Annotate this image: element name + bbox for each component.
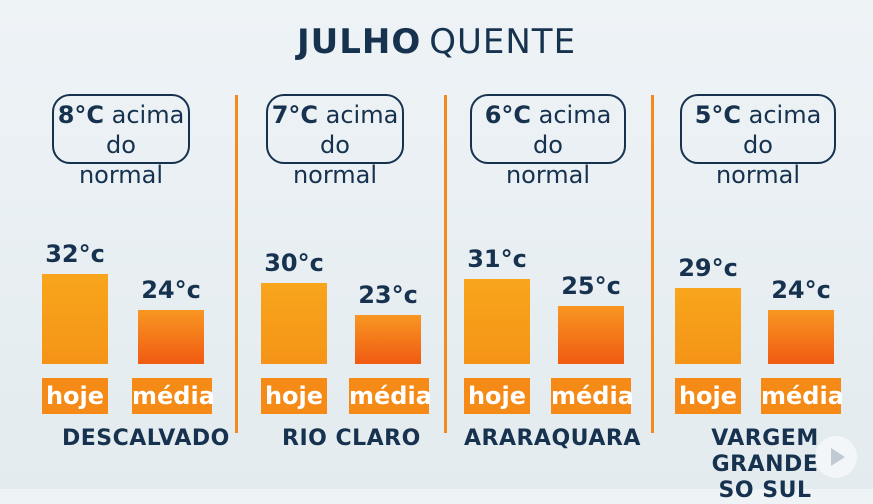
city-line-1: VARGEM GRANDE — [711, 426, 819, 477]
anomaly-text: acima do — [743, 101, 822, 159]
divider-3 — [651, 95, 654, 433]
media-bar — [138, 310, 204, 364]
anomaly-text: acima do — [320, 101, 399, 159]
channel-logo-icon — [815, 436, 857, 478]
hoje-bar — [675, 287, 741, 364]
divider-1 — [235, 95, 238, 433]
hoje-label: hoje — [464, 378, 530, 414]
city-name: DESCALVADO — [62, 426, 230, 452]
media-label: média — [132, 378, 215, 414]
media-value: 24°c — [771, 276, 831, 304]
city-line-1: DESCALVADO — [62, 426, 230, 451]
media-label: média — [551, 378, 634, 414]
city-line-2: SO SUL — [718, 478, 812, 503]
panel-rio-claro: 7°C acima do normal 30°c 23°c hoje média… — [257, 0, 467, 489]
city-name: ARARAQUARA — [464, 426, 641, 452]
media-value: 23°c — [358, 280, 418, 309]
hoje-bar — [42, 274, 108, 364]
media-bar — [768, 310, 834, 364]
hoje-value: 32°c — [45, 240, 105, 268]
hoje-value: 30°c — [264, 249, 324, 277]
media-value: 24°c — [141, 276, 201, 304]
chart-title: JULHO QUENTE — [0, 22, 873, 62]
anomaly-text-2: normal — [78, 161, 164, 189]
panel-descalvado: 8°C acima do normal 32°c 24°c hoje média… — [38, 0, 248, 489]
anomaly-text-2: normal — [505, 161, 591, 189]
anomaly-value: 8°C — [57, 101, 104, 129]
media-value: 25°c — [561, 271, 621, 300]
anomaly-text-2: normal — [715, 161, 801, 189]
anomaly-value: 5°C — [694, 101, 741, 129]
divider-2 — [444, 95, 447, 433]
city-line-1: ARARAQUARA — [464, 426, 641, 451]
hoje-bar — [261, 283, 327, 364]
title-bold: JULHO — [296, 22, 422, 62]
anomaly-value: 7°C — [271, 101, 318, 129]
panel-araraquara: 6°C acima do normal 31°c 25°c hoje média… — [461, 0, 671, 489]
anomaly-note: 5°C acima do normal — [680, 94, 836, 189]
panel-vargem-grande: 5°C acima do normal 29°c 24°c hoje média… — [673, 0, 873, 503]
hoje-value: 31°c — [467, 244, 527, 273]
hoje-label: hoje — [42, 378, 108, 414]
hoje-bar — [464, 278, 530, 364]
title-light: QUENTE — [429, 22, 577, 62]
anomaly-text: acima do — [106, 101, 185, 159]
anomaly-text-2: normal — [292, 161, 378, 189]
hoje-label: hoje — [675, 378, 741, 414]
anomaly-value: 6°C — [484, 101, 531, 129]
city-name: RIO CLARO — [282, 426, 421, 452]
media-bar — [558, 305, 624, 364]
hoje-label: hoje — [261, 378, 327, 414]
hoje-value: 29°c — [678, 253, 738, 282]
anomaly-note: 8°C acima do normal — [52, 94, 190, 189]
media-bar — [355, 314, 421, 364]
anomaly-note: 7°C acima do normal — [266, 94, 404, 189]
anomaly-text: acima do — [533, 101, 612, 159]
anomaly-note: 6°C acima do normal — [470, 94, 626, 189]
media-label: média — [349, 378, 432, 414]
media-label: média — [761, 378, 844, 414]
city-line-1: RIO CLARO — [282, 426, 421, 451]
